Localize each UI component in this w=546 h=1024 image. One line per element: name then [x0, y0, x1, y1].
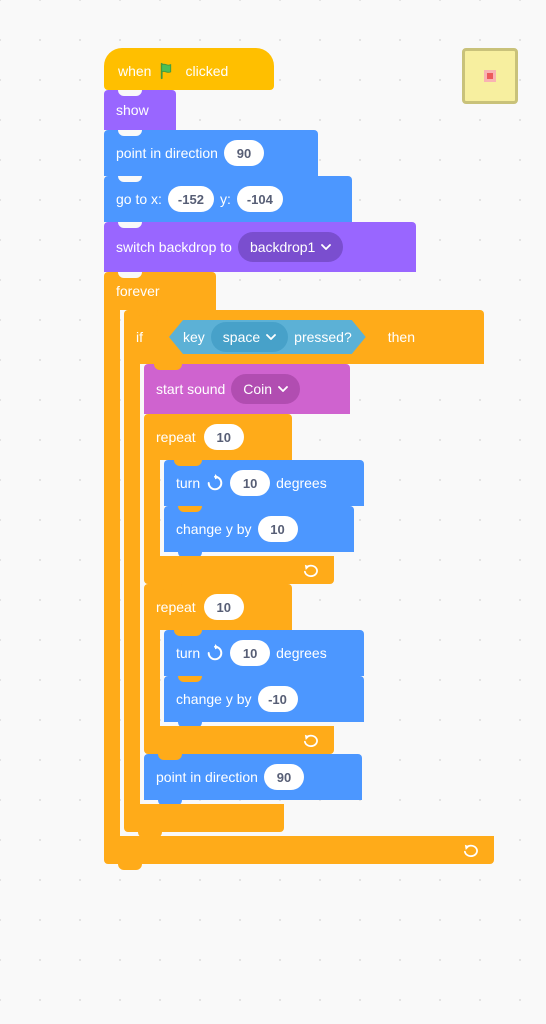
goto-x[interactable]: -152: [168, 186, 214, 212]
loop-icon: [302, 563, 320, 577]
green-flag-icon: [159, 62, 177, 80]
switch-backdrop-block[interactable]: switch backdrop to backdrop1: [104, 222, 416, 272]
change-y-block-a[interactable]: change y by 10: [164, 506, 354, 552]
backdrop-option: backdrop1: [250, 239, 315, 255]
if-then: then: [388, 329, 415, 345]
turn-a-post: degrees: [276, 475, 327, 491]
chy-a-pre: change y by: [176, 521, 252, 537]
when-flag-clicked-block[interactable]: when clicked: [104, 48, 274, 90]
turn-b-post: degrees: [276, 645, 327, 661]
goto-y[interactable]: -104: [237, 186, 283, 212]
loop-icon: [302, 733, 320, 747]
loop-icon: [462, 843, 480, 857]
pid2-label: point in direction: [156, 769, 258, 785]
script-stack: when clicked show point in direction 90 …: [104, 48, 514, 864]
chevron-down-icon: [321, 244, 331, 250]
chy-b-pre: change y by: [176, 691, 252, 707]
goto-mid: y:: [220, 191, 231, 207]
point-in-direction-block[interactable]: point in direction 90: [104, 130, 318, 176]
hat-prefix: when: [118, 63, 151, 79]
key-pressed-reporter[interactable]: key space pressed?: [169, 320, 366, 354]
goto-pre: go to x:: [116, 191, 162, 207]
change-y-block-b[interactable]: change y by -10: [164, 676, 364, 722]
sound-pre: start sound: [156, 381, 225, 397]
repeat-b-label: repeat: [156, 599, 196, 615]
point-in-direction-block-2[interactable]: point in direction 90: [144, 754, 362, 800]
scratch-canvas: when clicked show point in direction 90 …: [0, 0, 546, 1024]
repeat-a-times[interactable]: 10: [204, 424, 244, 450]
turn-a-pre: turn: [176, 475, 200, 491]
turn-cw-icon: [206, 644, 224, 662]
if-pre: if: [136, 329, 143, 345]
chevron-down-icon: [266, 334, 276, 340]
sound-dropdown[interactable]: Coin: [231, 374, 300, 404]
start-sound-block[interactable]: start sound Coin: [144, 364, 350, 414]
sound-option: Coin: [243, 381, 272, 397]
key-dropdown[interactable]: space: [211, 322, 288, 352]
forever-block[interactable]: forever if key space presse: [104, 272, 514, 864]
backdrop-pre: switch backdrop to: [116, 239, 232, 255]
key-post: pressed?: [294, 329, 352, 345]
backdrop-dropdown[interactable]: backdrop1: [238, 232, 343, 262]
pid-value[interactable]: 90: [224, 140, 264, 166]
repeat-block-a[interactable]: repeat 10 turn 10: [144, 414, 514, 584]
chy-a-val[interactable]: 10: [258, 516, 298, 542]
pid2-value[interactable]: 90: [264, 764, 304, 790]
turn-cw-block-b[interactable]: turn 10 degrees: [164, 630, 364, 676]
repeat-block-b[interactable]: repeat 10 turn 10: [144, 584, 514, 754]
forever-bottom: [104, 836, 494, 864]
chy-b-val[interactable]: -10: [258, 686, 298, 712]
turn-b-pre: turn: [176, 645, 200, 661]
chevron-down-icon: [278, 386, 288, 392]
goto-xy-block[interactable]: go to x: -152 y: -104: [104, 176, 352, 222]
hat-suffix: clicked: [185, 63, 228, 79]
turn-a-val[interactable]: 10: [230, 470, 270, 496]
turn-b-val[interactable]: 10: [230, 640, 270, 666]
if-then-block[interactable]: if key space pressed? then: [124, 310, 514, 832]
turn-cw-block-a[interactable]: turn 10 degrees: [164, 460, 364, 506]
repeat-a-label: repeat: [156, 429, 196, 445]
show-label: show: [116, 102, 149, 118]
turn-cw-icon: [206, 474, 224, 492]
pid-label: point in direction: [116, 145, 218, 161]
key-pre: key: [183, 329, 205, 345]
key-option: space: [223, 329, 260, 345]
repeat-b-times[interactable]: 10: [204, 594, 244, 620]
forever-label: forever: [116, 283, 160, 299]
show-block[interactable]: show: [104, 90, 176, 130]
if-then-bottom: [124, 804, 284, 832]
